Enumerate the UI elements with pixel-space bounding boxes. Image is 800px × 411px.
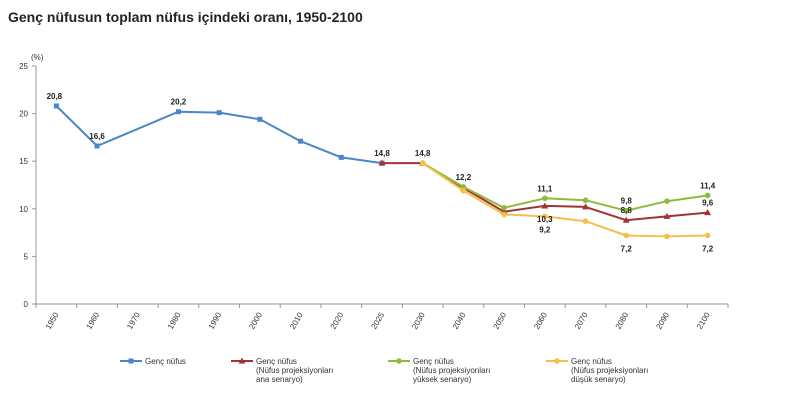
x-tick-label: 2100 [695, 310, 712, 330]
y-axis-label: (%) [31, 53, 44, 62]
y-tick-label: 10 [19, 205, 28, 214]
data-point [704, 209, 712, 216]
x-tick-label: 1960 [85, 310, 102, 330]
legend-label: Genç nüfus (Nüfus projeksiyonları düşük se… [571, 357, 648, 384]
y-tick-label: 5 [24, 252, 29, 261]
x-tick-label: 2010 [288, 310, 305, 330]
data-point [704, 232, 711, 239]
data-point [53, 103, 59, 109]
x-tick-label: 1990 [207, 310, 224, 330]
y-tick-label: 25 [19, 62, 28, 71]
data-point [298, 138, 304, 144]
data-point [582, 218, 589, 224]
data-label: 16,6 [89, 132, 105, 141]
data-label: 9,2 [539, 225, 551, 234]
series-line [422, 162, 708, 238]
legend-label-line: Genç nüfus [571, 357, 612, 366]
data-label: 8,8 [621, 206, 633, 215]
data-point [541, 202, 549, 209]
legend-label: Genç nüfus (Nüfus projeksiyonları yüksek s… [413, 357, 490, 384]
legend-label-line: (Nüfus projeksiyonları [571, 366, 648, 375]
data-point [216, 110, 222, 116]
data-label: 11,4 [700, 181, 716, 190]
data-point [582, 203, 590, 210]
x-tick-label: 1950 [44, 310, 61, 330]
data-point [623, 207, 630, 214]
data-point [257, 116, 263, 122]
legend-label-line: (Nüfus projeksiyonları [256, 366, 333, 375]
data-point [460, 187, 467, 194]
data-label: 9,8 [621, 197, 633, 206]
data-label: 11,1 [537, 184, 553, 193]
data-point [664, 198, 670, 204]
legend-label-line: (Nüfus projeksiyonları [413, 366, 490, 375]
data-point [501, 205, 507, 211]
data-point [94, 143, 100, 149]
data-point [501, 211, 507, 218]
data-point [378, 159, 386, 166]
data-point [542, 213, 548, 220]
data-point [582, 197, 589, 204]
legend-label-line: Genç nüfus [145, 357, 186, 366]
x-tick-label: 2090 [654, 310, 671, 330]
x-tick-label: 2080 [614, 310, 631, 330]
data-point [664, 233, 670, 240]
x-tick-label: 2070 [573, 310, 590, 330]
data-label: 14,8 [415, 149, 431, 158]
series-line [422, 162, 708, 212]
data-point [663, 212, 671, 219]
data-point [338, 154, 344, 160]
data-point [419, 160, 426, 166]
x-tick-label: 2020 [329, 310, 346, 330]
x-tick-label: 1980 [166, 310, 183, 330]
data-point [622, 216, 630, 223]
y-tick-label: 20 [19, 110, 28, 119]
data-point [542, 195, 548, 202]
data-point [623, 232, 630, 239]
x-tick-label: 2025 [369, 310, 386, 330]
data-label: 7,2 [702, 244, 714, 253]
data-label: 9,6 [702, 199, 714, 208]
y-tick-label: 15 [19, 157, 28, 166]
data-label: 10,3 [537, 215, 553, 224]
data-label: 7,2 [621, 244, 633, 253]
x-tick-label: 2060 [532, 310, 549, 330]
y-tick-label: 0 [24, 300, 29, 309]
data-label: 12,2 [456, 173, 472, 182]
legend-label: Genç nüfus [145, 357, 186, 366]
legend-label-line: yüksek senaryo) [413, 375, 472, 384]
series-line [55, 105, 383, 165]
data-point [704, 192, 711, 199]
x-tick-label: 2000 [247, 310, 264, 330]
legend-swatch-marker [554, 358, 560, 364]
legend-swatch-marker [396, 358, 402, 364]
legend-swatch-marker [128, 358, 134, 364]
legend-label-line: Genç nüfus [256, 357, 297, 366]
x-tick-label: 2030 [410, 310, 427, 330]
x-tick-label: 1970 [125, 310, 142, 330]
legend-label-line: ana senaryo) [256, 375, 303, 384]
x-tick-label: 2040 [451, 310, 468, 330]
legend-label-line: Genç nüfus [413, 357, 454, 366]
data-label: 20,8 [47, 92, 63, 101]
data-label: 20,2 [171, 98, 187, 107]
chart-title: Genç nüfusun toplam nüfus içindeki oranı… [8, 9, 363, 25]
x-tick-label: 2050 [492, 310, 509, 330]
legend-label: Genç nüfus (Nüfus projeksiyonları ana sena… [256, 357, 333, 384]
data-label: 14,8 [374, 149, 390, 158]
legend-swatch-marker [238, 357, 246, 364]
data-point [175, 109, 181, 115]
legend-label-line: düşük senaryo) [571, 375, 626, 384]
